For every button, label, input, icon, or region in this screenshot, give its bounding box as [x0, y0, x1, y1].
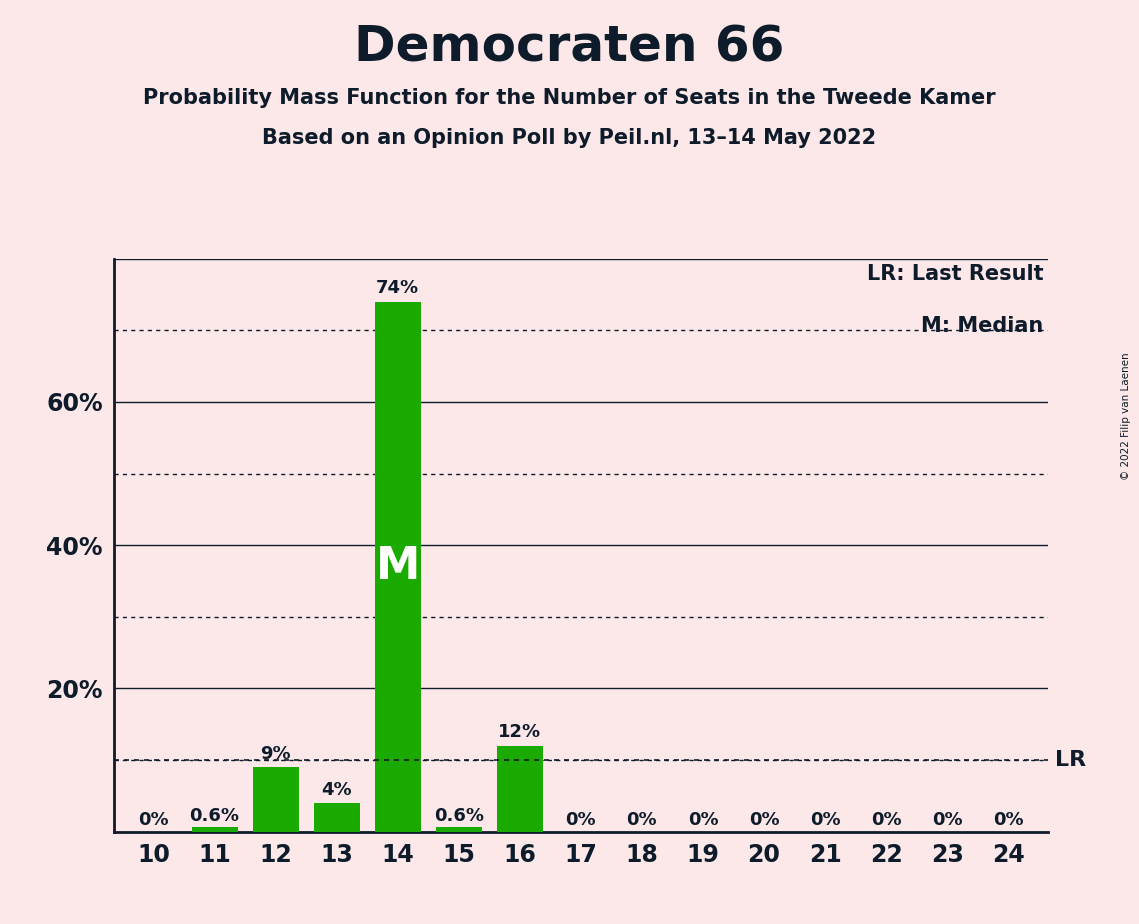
- Text: M: M: [376, 545, 420, 589]
- Text: 0%: 0%: [566, 811, 596, 830]
- Bar: [436, 827, 482, 832]
- Bar: [191, 827, 238, 832]
- Text: Based on an Opinion Poll by Peil.nl, 13–14 May 2022: Based on an Opinion Poll by Peil.nl, 13–…: [262, 128, 877, 148]
- Text: 0.6%: 0.6%: [189, 808, 239, 825]
- Text: LR: Last Result: LR: Last Result: [867, 264, 1043, 285]
- Text: 74%: 74%: [376, 279, 419, 298]
- Text: M: Median: M: Median: [921, 316, 1043, 336]
- Text: LR: LR: [1055, 750, 1085, 770]
- Text: 4%: 4%: [321, 781, 352, 798]
- Text: 0%: 0%: [626, 811, 657, 830]
- Bar: [375, 301, 420, 832]
- Text: 0.6%: 0.6%: [434, 808, 484, 825]
- Text: © 2022 Filip van Laenen: © 2022 Filip van Laenen: [1121, 352, 1131, 480]
- Text: 0%: 0%: [138, 811, 169, 830]
- Text: Democraten 66: Democraten 66: [354, 23, 785, 71]
- Text: 12%: 12%: [498, 723, 541, 741]
- Text: 0%: 0%: [810, 811, 841, 830]
- Text: 0%: 0%: [871, 811, 901, 830]
- Text: 0%: 0%: [993, 811, 1024, 830]
- Text: 0%: 0%: [932, 811, 962, 830]
- Bar: [253, 767, 298, 832]
- Bar: [497, 746, 543, 832]
- Bar: [314, 803, 360, 832]
- Text: 0%: 0%: [748, 811, 779, 830]
- Text: 9%: 9%: [261, 745, 290, 763]
- Text: 0%: 0%: [688, 811, 719, 830]
- Text: Probability Mass Function for the Number of Seats in the Tweede Kamer: Probability Mass Function for the Number…: [144, 88, 995, 108]
